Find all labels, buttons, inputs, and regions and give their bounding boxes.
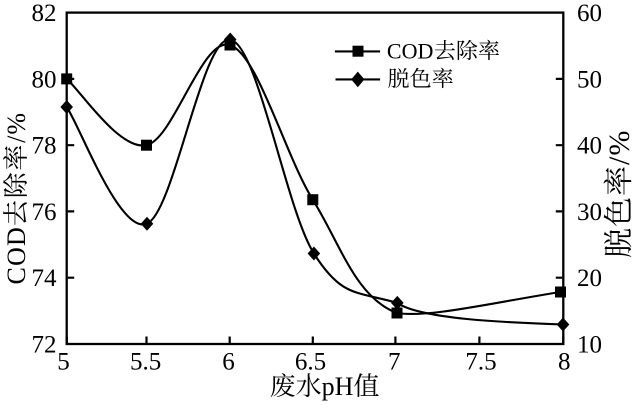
svg-text:7: 7 <box>388 349 401 376</box>
svg-text:30: 30 <box>577 199 602 226</box>
svg-text:pH: pH <box>322 372 354 401</box>
svg-text:10: 10 <box>577 331 602 358</box>
svg-text:COD: COD <box>2 226 31 285</box>
svg-text:76: 76 <box>32 199 57 226</box>
svg-text:78: 78 <box>32 133 57 160</box>
svg-text:50: 50 <box>577 66 602 93</box>
svg-text:60: 60 <box>577 0 602 27</box>
svg-text:/%: /% <box>2 112 31 143</box>
svg-text:6.5: 6.5 <box>295 349 326 376</box>
svg-text:5: 5 <box>57 349 70 376</box>
svg-text:80: 80 <box>32 66 57 93</box>
svg-text:COD: COD <box>387 38 433 63</box>
svg-text:6: 6 <box>222 349 235 376</box>
svg-text:82: 82 <box>32 0 57 27</box>
svg-text:40: 40 <box>577 133 602 160</box>
svg-text:8: 8 <box>558 349 571 376</box>
svg-text:/%: /% <box>603 130 633 165</box>
svg-text:72: 72 <box>32 331 57 358</box>
svg-text:5.5: 5.5 <box>130 349 161 376</box>
svg-text:7.5: 7.5 <box>465 349 496 376</box>
svg-text:20: 20 <box>577 265 602 292</box>
svg-text:74: 74 <box>32 265 58 292</box>
